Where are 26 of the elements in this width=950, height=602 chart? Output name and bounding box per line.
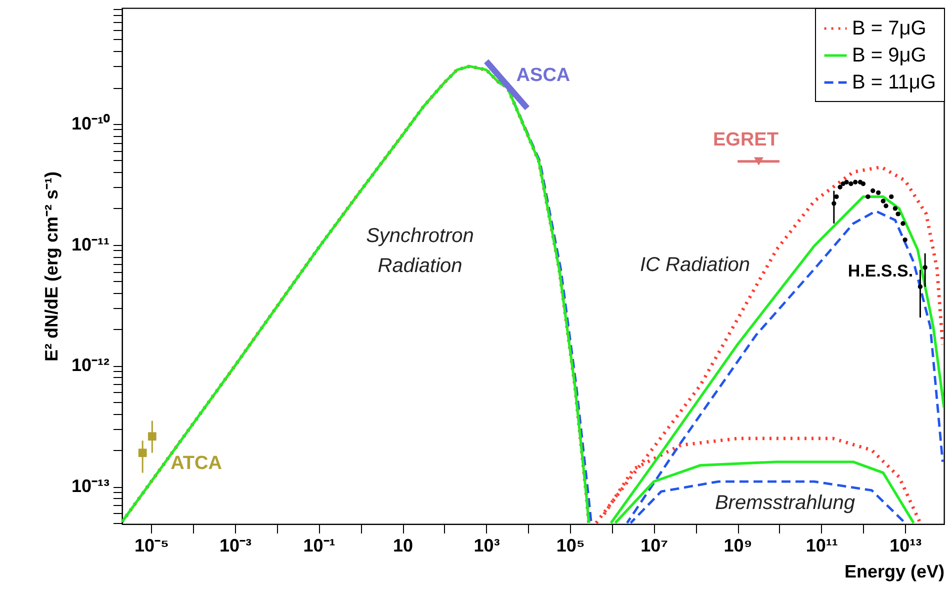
- y-axis-title: E² dN/dE (erg cm⁻² s⁻¹): [41, 171, 62, 362]
- x-tick-label: 10⁻³: [220, 536, 252, 556]
- x-tick-label: 10⁹: [724, 536, 752, 556]
- annotation: IC Radiation: [640, 254, 750, 276]
- x-tick-label: 10⁻¹: [303, 536, 336, 556]
- annotation: Bremsstrahlung: [714, 492, 856, 514]
- legend-label: B = 11μG: [852, 72, 936, 94]
- legend-label: B = 7μG: [852, 18, 926, 40]
- x-tick-label: 10⁻⁵: [134, 536, 170, 556]
- x-tick-label: 10⁵: [556, 536, 585, 556]
- series-label: H.E.S.S.: [848, 261, 914, 280]
- y-tick-label: 10⁻¹²: [71, 355, 110, 376]
- series-label: EGRET: [712, 129, 779, 150]
- x-axis-title: Energy (eV): [844, 562, 945, 582]
- x-tick-label: 10¹³: [890, 536, 922, 556]
- x-tick-label: 10: [393, 536, 414, 556]
- annotation: Synchrotron Radiation: [366, 225, 474, 277]
- x-tick-label: 10³: [474, 536, 500, 556]
- series-label: ASCA: [516, 65, 570, 86]
- y-tick-label: 10⁻¹³: [71, 476, 110, 496]
- series-label: ATCA: [170, 452, 222, 474]
- x-tick-label: 10¹¹: [806, 536, 838, 556]
- y-tick-label: 10⁻¹⁰: [71, 113, 110, 134]
- y-tick-label: 10⁻¹¹: [71, 234, 110, 254]
- x-tick-label: 10⁷: [640, 536, 668, 556]
- legend-label: B = 9μG: [852, 44, 926, 66]
